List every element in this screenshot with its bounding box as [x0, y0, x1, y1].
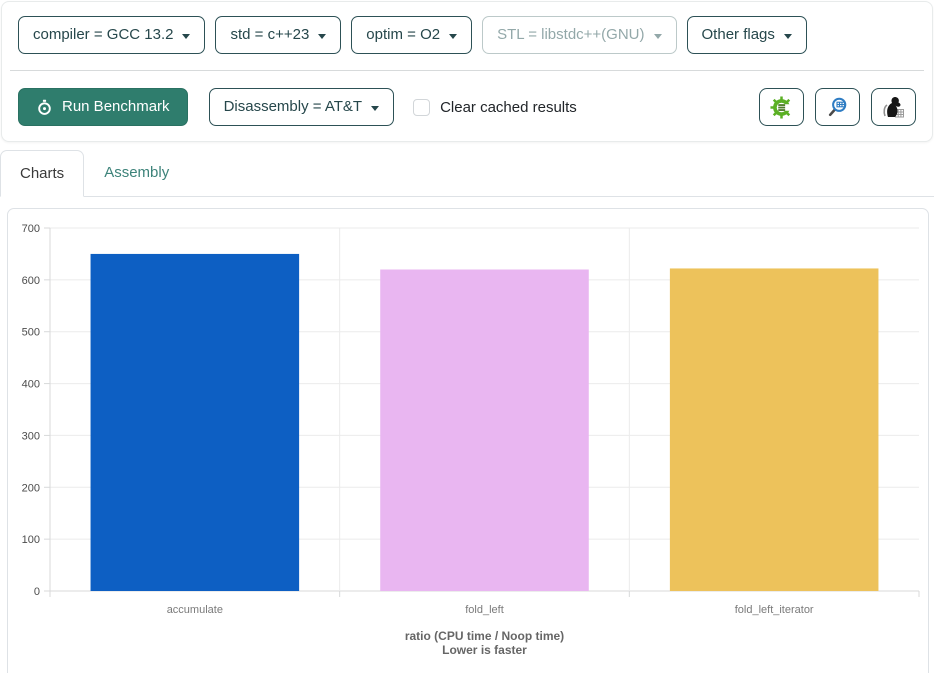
- chevron-down-icon: [182, 33, 191, 39]
- dropdown-stl: STL = libstdc++(GNU): [482, 16, 677, 54]
- compiler-options-row: compiler = GCC 13.2 std = c++23 optim = …: [2, 2, 932, 54]
- tab-assembly[interactable]: Assembly: [84, 150, 189, 196]
- chart-xlabel: ratio (CPU time / Noop time): [405, 629, 564, 643]
- chart-xlabel-sub: Lower is faster: [442, 643, 527, 657]
- magnifier-grid-icon: [828, 97, 846, 117]
- y-tick-label: 200: [22, 482, 40, 494]
- run-row: Run Benchmark Disassembly = AT&T Clear c…: [2, 71, 932, 141]
- dropdown-other-flags-label: Other flags: [701, 26, 775, 43]
- toolbar-divider: [10, 70, 924, 71]
- x-category-label: fold_left: [465, 604, 504, 616]
- run-benchmark-button[interactable]: Run Benchmark: [18, 88, 188, 126]
- chevron-down-icon: [653, 33, 662, 39]
- compiler-explorer-button[interactable]: [759, 88, 804, 126]
- x-category-label: fold_left_iterator: [735, 604, 814, 616]
- mascot-icon: [882, 96, 904, 118]
- compiler-explorer-icon: [770, 95, 793, 119]
- chevron-down-icon: [783, 33, 792, 39]
- bar-fold_left[interactable]: [380, 269, 589, 591]
- dropdown-disassembly[interactable]: Disassembly = AT&T: [208, 88, 395, 126]
- y-tick-label: 300: [22, 430, 40, 442]
- external-tools-group: [759, 88, 916, 126]
- chevron-down-icon: [371, 105, 380, 111]
- dropdown-stl-label: STL = libstdc++(GNU): [497, 26, 645, 43]
- inspect-asm-button[interactable]: [815, 88, 860, 126]
- toolbar: compiler = GCC 13.2 std = c++23 optim = …: [1, 1, 933, 142]
- y-tick-label: 100: [22, 534, 40, 546]
- dropdown-optim-label: optim = O2: [366, 26, 441, 43]
- tab-charts[interactable]: Charts: [0, 150, 85, 197]
- y-tick-label: 700: [22, 223, 40, 235]
- y-tick-label: 400: [22, 379, 40, 391]
- result-tabs: Charts Assembly: [0, 150, 934, 197]
- clear-cached-label: Clear cached results: [440, 98, 577, 116]
- y-tick-label: 500: [22, 327, 40, 339]
- y-tick-label: 600: [22, 275, 40, 287]
- dropdown-std-label: std = c++23: [230, 26, 310, 43]
- y-tick-label: 0: [34, 586, 40, 598]
- chevron-down-icon: [318, 33, 327, 39]
- x-category-label: accumulate: [167, 604, 223, 616]
- dropdown-other-flags[interactable]: Other flags: [686, 16, 807, 54]
- mascot-button[interactable]: [871, 88, 916, 126]
- benchmark-chart-panel: 0 100 200 300 400 500 600 700 accumulate fold_lef…: [7, 208, 929, 673]
- dropdown-compiler[interactable]: compiler = GCC 13.2: [18, 16, 206, 54]
- bar-chart-canvas: 0 100 200 300 400 500 600 700 accumulate fold_lef…: [22, 223, 920, 657]
- clear-cached-option: Clear cached results: [413, 98, 577, 116]
- dropdown-std[interactable]: std = c++23: [215, 16, 342, 54]
- bar-accumulate[interactable]: [90, 253, 300, 591]
- run-benchmark-label: Run Benchmark: [62, 98, 170, 115]
- dropdown-disassembly-label: Disassembly = AT&T: [223, 98, 363, 115]
- dropdown-optim[interactable]: optim = O2: [351, 16, 473, 54]
- clear-cached-checkbox[interactable]: [413, 98, 431, 116]
- bar-fold_left_iterator[interactable]: [669, 268, 879, 591]
- stopwatch-icon: [38, 99, 51, 115]
- dropdown-compiler-label: compiler = GCC 13.2: [33, 26, 174, 43]
- chevron-down-icon: [449, 33, 458, 39]
